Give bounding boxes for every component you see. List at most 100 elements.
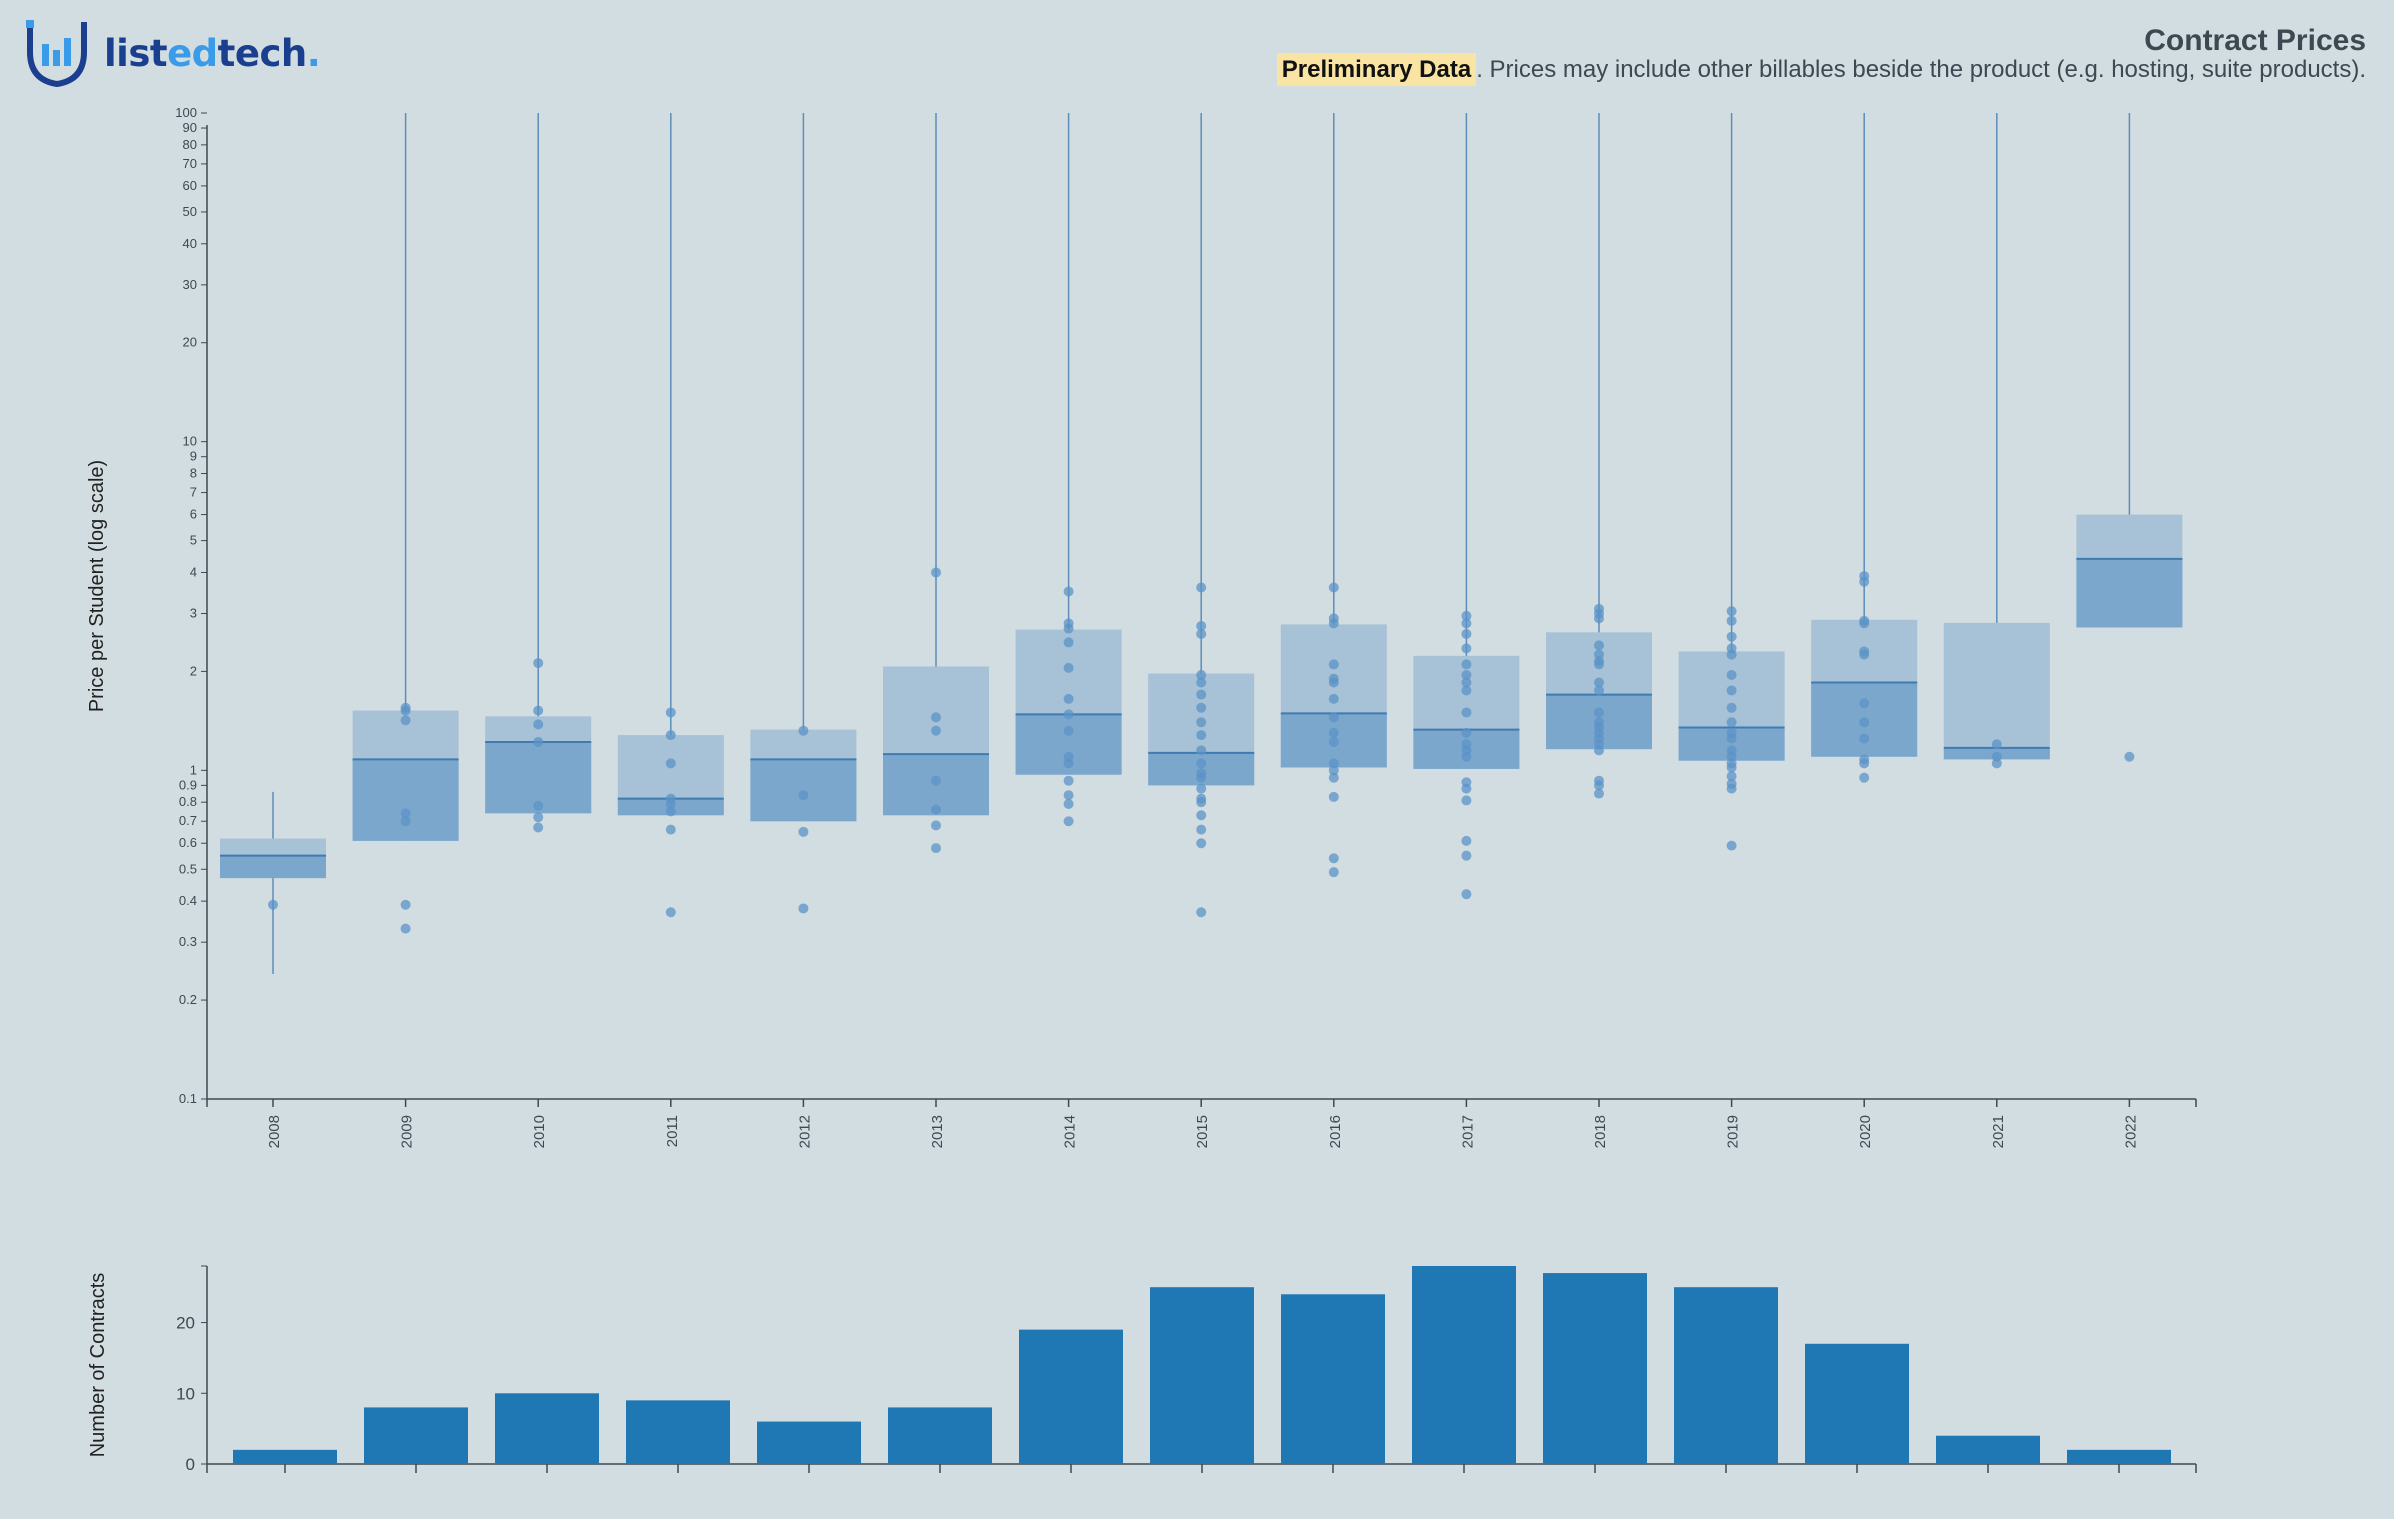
data-point [1328, 727, 1339, 738]
y-tick-label: 40 [183, 236, 197, 251]
data-point [1461, 850, 1472, 861]
data-point [1196, 758, 1207, 769]
y-tick-label: 3 [190, 606, 197, 621]
logo: listedtech. [24, 18, 321, 88]
data-point [1726, 685, 1737, 696]
box-2020 [1811, 113, 1918, 783]
data-point [1196, 628, 1207, 639]
y-tick-label: 0.6 [179, 835, 197, 850]
y-axis-title: Price per Student (log scale) [86, 460, 108, 712]
data-point [400, 816, 411, 827]
y-tick-label: 0.1 [179, 1091, 197, 1106]
data-point [1328, 582, 1339, 593]
data-point [1196, 670, 1207, 681]
data-point [1991, 739, 2002, 750]
bar-2010 [495, 1393, 599, 1464]
chart-title: Contract Prices [2144, 24, 2366, 57]
data-point [400, 899, 411, 910]
bar-2009 [364, 1407, 468, 1464]
bar-2020 [1805, 1343, 1909, 1464]
data-point [1726, 771, 1737, 782]
data-point [798, 790, 809, 801]
data-point [1991, 758, 2002, 769]
data-point [1063, 816, 1074, 827]
bar-2014 [1019, 1329, 1123, 1464]
data-point [1328, 736, 1339, 747]
data-point [1461, 727, 1472, 738]
data-point [1594, 640, 1604, 651]
data-point [665, 707, 676, 718]
bar-2011 [626, 1400, 730, 1464]
data-point [400, 923, 411, 934]
y-tick-label: 70 [183, 156, 197, 171]
data-point [1063, 725, 1074, 736]
y-tick-label: 80 [183, 137, 197, 152]
data-point [1461, 751, 1472, 762]
y-tick-label: 0.3 [179, 934, 197, 949]
data-point [1196, 772, 1207, 783]
box-2016 [1280, 113, 1387, 878]
data-point [400, 808, 411, 819]
chart-subtitle: Preliminary Data. Prices may include oth… [1276, 53, 2366, 86]
data-point [1063, 790, 1074, 801]
data-point [1063, 693, 1074, 704]
bar-y-tick-label: 10 [176, 1384, 195, 1403]
box-2011 [617, 113, 724, 918]
data-point [1461, 677, 1472, 688]
data-point [1196, 797, 1207, 808]
y-tick-label: 1 [190, 762, 197, 777]
x-tick-label: 2016 [1327, 1115, 1344, 1148]
data-point [1726, 631, 1737, 642]
data-point [1328, 867, 1339, 878]
data-point [1594, 677, 1604, 688]
y-tick-label: 20 [183, 335, 197, 350]
data-point [2124, 751, 2135, 762]
bar-2012 [757, 1421, 861, 1464]
y-tick-label: 7 [190, 485, 197, 500]
data-point [931, 820, 941, 831]
data-point [1328, 765, 1339, 776]
data-point [1196, 824, 1207, 835]
data-point [1328, 791, 1339, 802]
data-point [1859, 698, 1870, 709]
data-point [533, 812, 544, 823]
x-tick-label: 2018 [1592, 1115, 1609, 1148]
y-tick-label: 8 [190, 466, 197, 481]
y-tick-label: 90 [183, 120, 197, 135]
x-tick-label: 2011 [664, 1115, 681, 1147]
x-tick-label: 2010 [531, 1115, 548, 1148]
data-point [1594, 707, 1604, 718]
data-point [1594, 780, 1604, 791]
inner-box [2076, 558, 2183, 628]
y-tick-label: 4 [190, 564, 197, 579]
data-point [1726, 670, 1737, 681]
data-point [1461, 643, 1472, 654]
data-point [533, 719, 544, 730]
data-point [1859, 772, 1870, 783]
data-point [1328, 659, 1339, 670]
data-point [1859, 717, 1870, 728]
bar-y-tick-label: 0 [186, 1455, 195, 1474]
data-point [1063, 798, 1074, 809]
box-2009 [352, 113, 459, 934]
data-point [1461, 659, 1472, 670]
y-tick-label: 0.9 [179, 777, 197, 792]
data-point [1196, 783, 1207, 794]
data-point [1196, 745, 1207, 756]
data-point [1726, 783, 1737, 794]
data-point [1461, 783, 1472, 794]
data-point [533, 658, 544, 669]
data-point [400, 705, 411, 716]
y-tick-label: 0.5 [179, 861, 197, 876]
data-point [1328, 712, 1339, 723]
box-2008 [220, 791, 326, 975]
bar-2019 [1674, 1287, 1778, 1464]
x-tick-label: 2017 [1459, 1115, 1476, 1148]
data-point [1461, 795, 1472, 806]
data-point [1859, 649, 1870, 660]
data-point [665, 824, 676, 835]
bar-y-tick-label: 20 [176, 1314, 195, 1333]
data-point [1726, 840, 1737, 851]
box-2014 [1015, 113, 1122, 827]
